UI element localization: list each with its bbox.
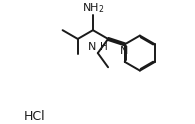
Text: N: N [120,46,128,56]
Text: NH$_2$: NH$_2$ [82,1,104,15]
Text: N: N [88,42,96,52]
Text: HCl: HCl [24,110,45,123]
Text: H: H [100,42,108,52]
